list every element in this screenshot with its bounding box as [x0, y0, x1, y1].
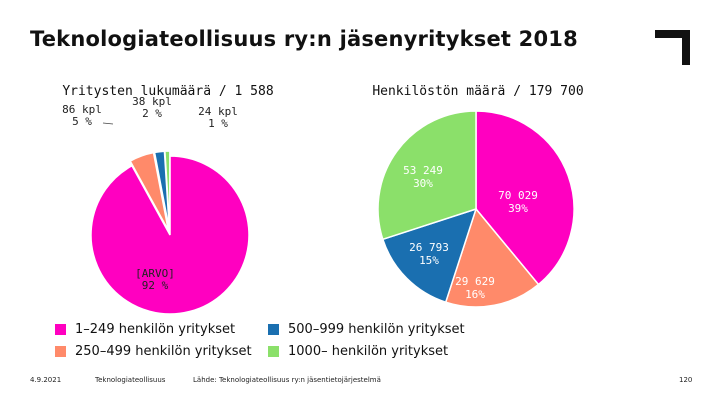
pie-1-label-percent: 5 %: [72, 115, 92, 128]
pie-1-label-percent: 1 %: [208, 117, 228, 130]
legend-label: 500–999 henkilön yritykset: [288, 322, 465, 337]
pie-1-slice-2: [129, 151, 170, 231]
pie-1-label-value: 24 kpl: [198, 105, 238, 118]
pie-2-slice-1: [475, 110, 575, 286]
brand-logo-icon: [655, 30, 690, 65]
legend-swatch: [55, 324, 66, 335]
pie-2-label-value: 26 793: [409, 241, 449, 254]
pie-2-label-percent: 16%: [465, 288, 485, 301]
page-title: Teknologiateollisuus ry:n jäsenyritykset…: [30, 27, 578, 51]
pie-1-label-value: 38 kpl: [132, 95, 172, 108]
pie-2-label-percent: 39%: [508, 202, 528, 215]
pie-chart-companies: [90, 150, 250, 315]
pie-2-label-value: 29 629: [455, 275, 495, 288]
pie-2-slice-4: [377, 110, 477, 241]
legend-item-3: 500–999 henkilön yritykset: [268, 322, 465, 337]
legend-label: 1000– henkilön yritykset: [288, 344, 449, 359]
pie-chart-personnel: [377, 110, 575, 308]
pie-1-slice-4: [164, 150, 171, 231]
chart-2-title: Henkilöstön määrä / 179 700: [372, 84, 583, 99]
legend-item-4: 1000– henkilön yritykset: [268, 344, 448, 359]
pie-1-leader-line: [102, 122, 114, 125]
pie-2-label-percent: 30%: [413, 177, 433, 190]
legend-swatch: [268, 324, 279, 335]
chart-1-title: Yritysten lukumäärä / 1 588: [62, 84, 273, 99]
legend-label: 250–499 henkilön yritykset: [75, 344, 252, 359]
legend-swatch: [268, 346, 279, 357]
footer-org: Teknologiateollisuus: [95, 376, 166, 384]
pie-1-label-percent: 92 %: [142, 279, 169, 292]
footer-source: Lähde: Teknologiateollisuus ry:n jäsenti…: [193, 376, 381, 384]
footer-page-number: 120: [679, 376, 693, 384]
pie-2-label-value: 70 029: [498, 189, 538, 202]
pie-2-label-percent: 15%: [419, 254, 439, 267]
footer-date: 4.9.2021: [30, 376, 62, 384]
pie-2-label-value: 53 249: [403, 164, 443, 177]
legend-item-2: 250–499 henkilön yritykset: [55, 344, 252, 359]
pie-1-label-value: [ARVO]: [135, 267, 175, 280]
legend-label: 1–249 henkilön yritykset: [75, 322, 236, 337]
pie-2-slice-2: [444, 207, 540, 308]
pie-1-label-percent: 2 %: [142, 107, 162, 120]
pie-1-label-value: 86 kpl: [62, 103, 102, 116]
legend-item-1: 1–249 henkilön yritykset: [55, 322, 235, 337]
legend-swatch: [55, 346, 66, 357]
pie-1-slice-1: [90, 155, 250, 315]
